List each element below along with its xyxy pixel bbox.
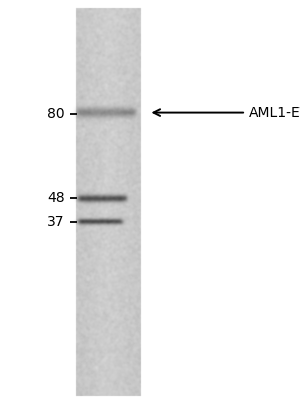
Text: AML1-ETO: AML1-ETO bbox=[249, 106, 300, 119]
Text: 48: 48 bbox=[47, 192, 64, 205]
Text: 80: 80 bbox=[47, 107, 64, 121]
Text: 37: 37 bbox=[47, 215, 64, 229]
